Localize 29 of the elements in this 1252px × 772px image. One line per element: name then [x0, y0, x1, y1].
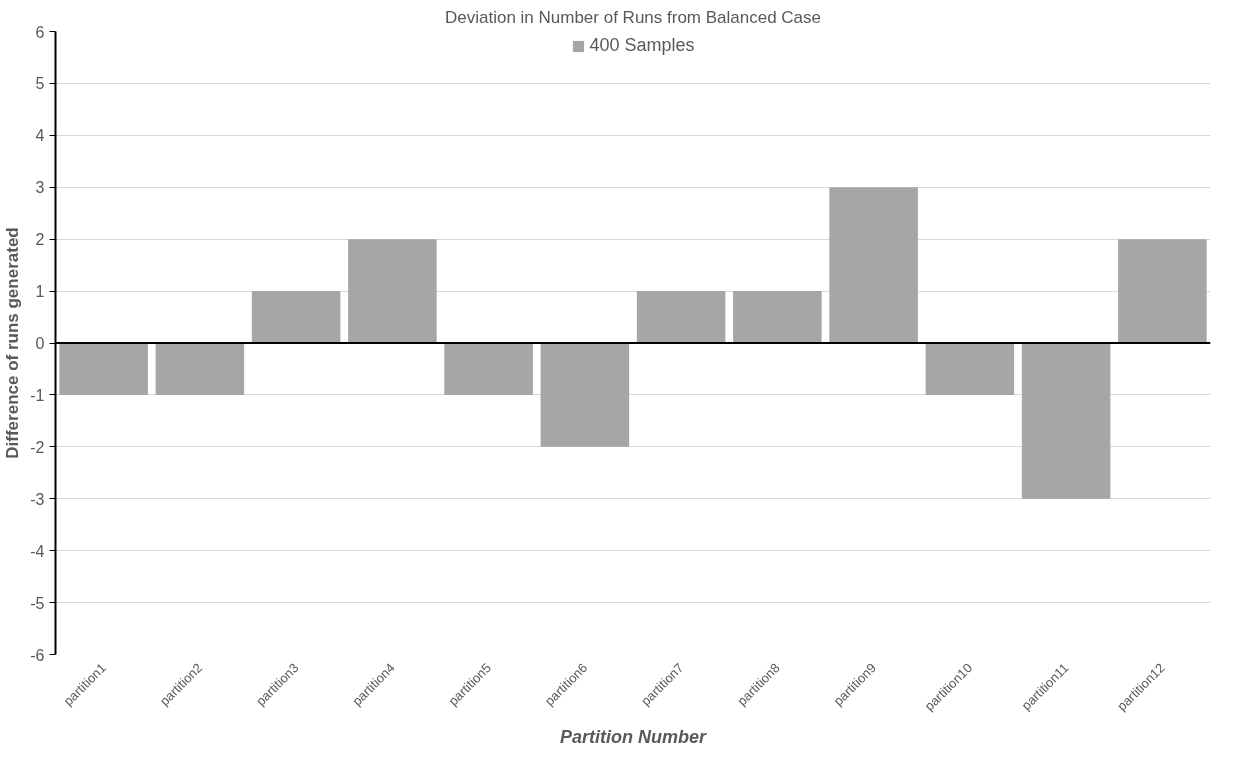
y-tick-label: 2 [35, 231, 45, 249]
y-tick-label: 5 [35, 75, 45, 93]
legend-label: 400 Samples [589, 35, 695, 56]
bar [1021, 343, 1111, 499]
chart-title: Deviation in Number of Runs from Balanced Case [444, 7, 822, 27]
y-tick-label: 0 [35, 335, 45, 352]
bar [636, 291, 726, 343]
y-tick-label: 1 [35, 283, 45, 301]
y-tick-label: -5 [30, 594, 45, 612]
bar [1118, 239, 1207, 343]
y-tick-label: -6 [30, 646, 45, 664]
y-tick-label: -3 [30, 490, 45, 508]
bar [348, 239, 437, 343]
y-tick-label: 3 [35, 179, 45, 197]
y-tick-label: 6 [35, 23, 45, 41]
bar [155, 343, 245, 395]
y-tick-label: 4 [35, 127, 45, 145]
y-tick-label: -4 [30, 542, 45, 560]
y-axis-title: Difference of runs generated [3, 227, 23, 459]
x-axis-title: Partition Number [559, 727, 707, 748]
bar [251, 291, 341, 343]
bar [733, 291, 822, 343]
bar [829, 187, 918, 343]
bar [444, 343, 533, 395]
y-tick-label: -2 [30, 438, 45, 456]
bar [925, 343, 1015, 395]
y-tick-label: -1 [30, 386, 45, 404]
bar [59, 343, 148, 395]
bar [540, 343, 630, 447]
